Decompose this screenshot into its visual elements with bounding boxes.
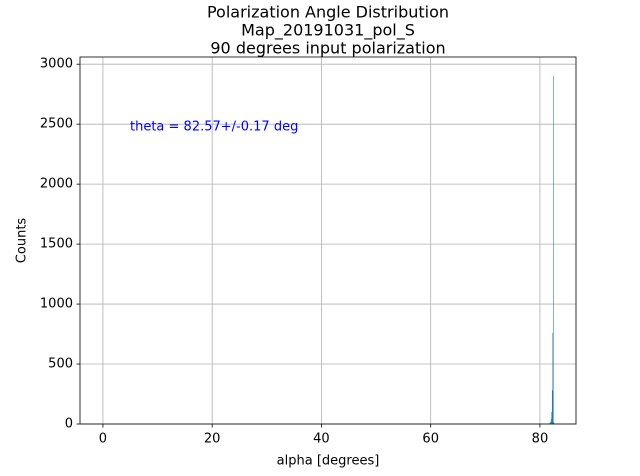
y-tick-label: 1500 — [40, 237, 73, 252]
bar — [549, 422, 551, 424]
y-axis-label: Counts — [15, 218, 30, 264]
x-tick-label: 80 — [532, 432, 549, 447]
y-tick-label: 0 — [65, 417, 73, 432]
bar — [553, 76, 554, 424]
plot-frame — [79, 56, 577, 425]
bar — [550, 421, 551, 424]
chart-title: Polarization Angle Distribution — [207, 3, 449, 22]
x-tick-label: 60 — [422, 432, 439, 447]
y-tick-label: 2000 — [40, 177, 73, 192]
bar — [551, 412, 552, 424]
x-tick-label: 0 — [99, 432, 107, 447]
chart-title: Map_20191031_pol_S — [241, 21, 415, 41]
y-tick-label: 500 — [48, 357, 73, 372]
annotation: theta = 82.57+/-0.17 deg — [130, 120, 298, 135]
y-tick-label: 2500 — [40, 117, 73, 132]
bar — [552, 332, 554, 424]
chart-title: 90 degrees input polarization — [210, 39, 445, 58]
bar — [553, 422, 555, 424]
bar — [550, 419, 552, 424]
y-tick-label: 3000 — [40, 57, 73, 72]
bar — [551, 390, 553, 424]
x-tick-label: 20 — [204, 432, 221, 447]
y-tick-label: 1000 — [40, 297, 73, 312]
x-tick-label: 40 — [313, 432, 330, 447]
x-axis-label: alpha [degrees] — [277, 454, 380, 469]
